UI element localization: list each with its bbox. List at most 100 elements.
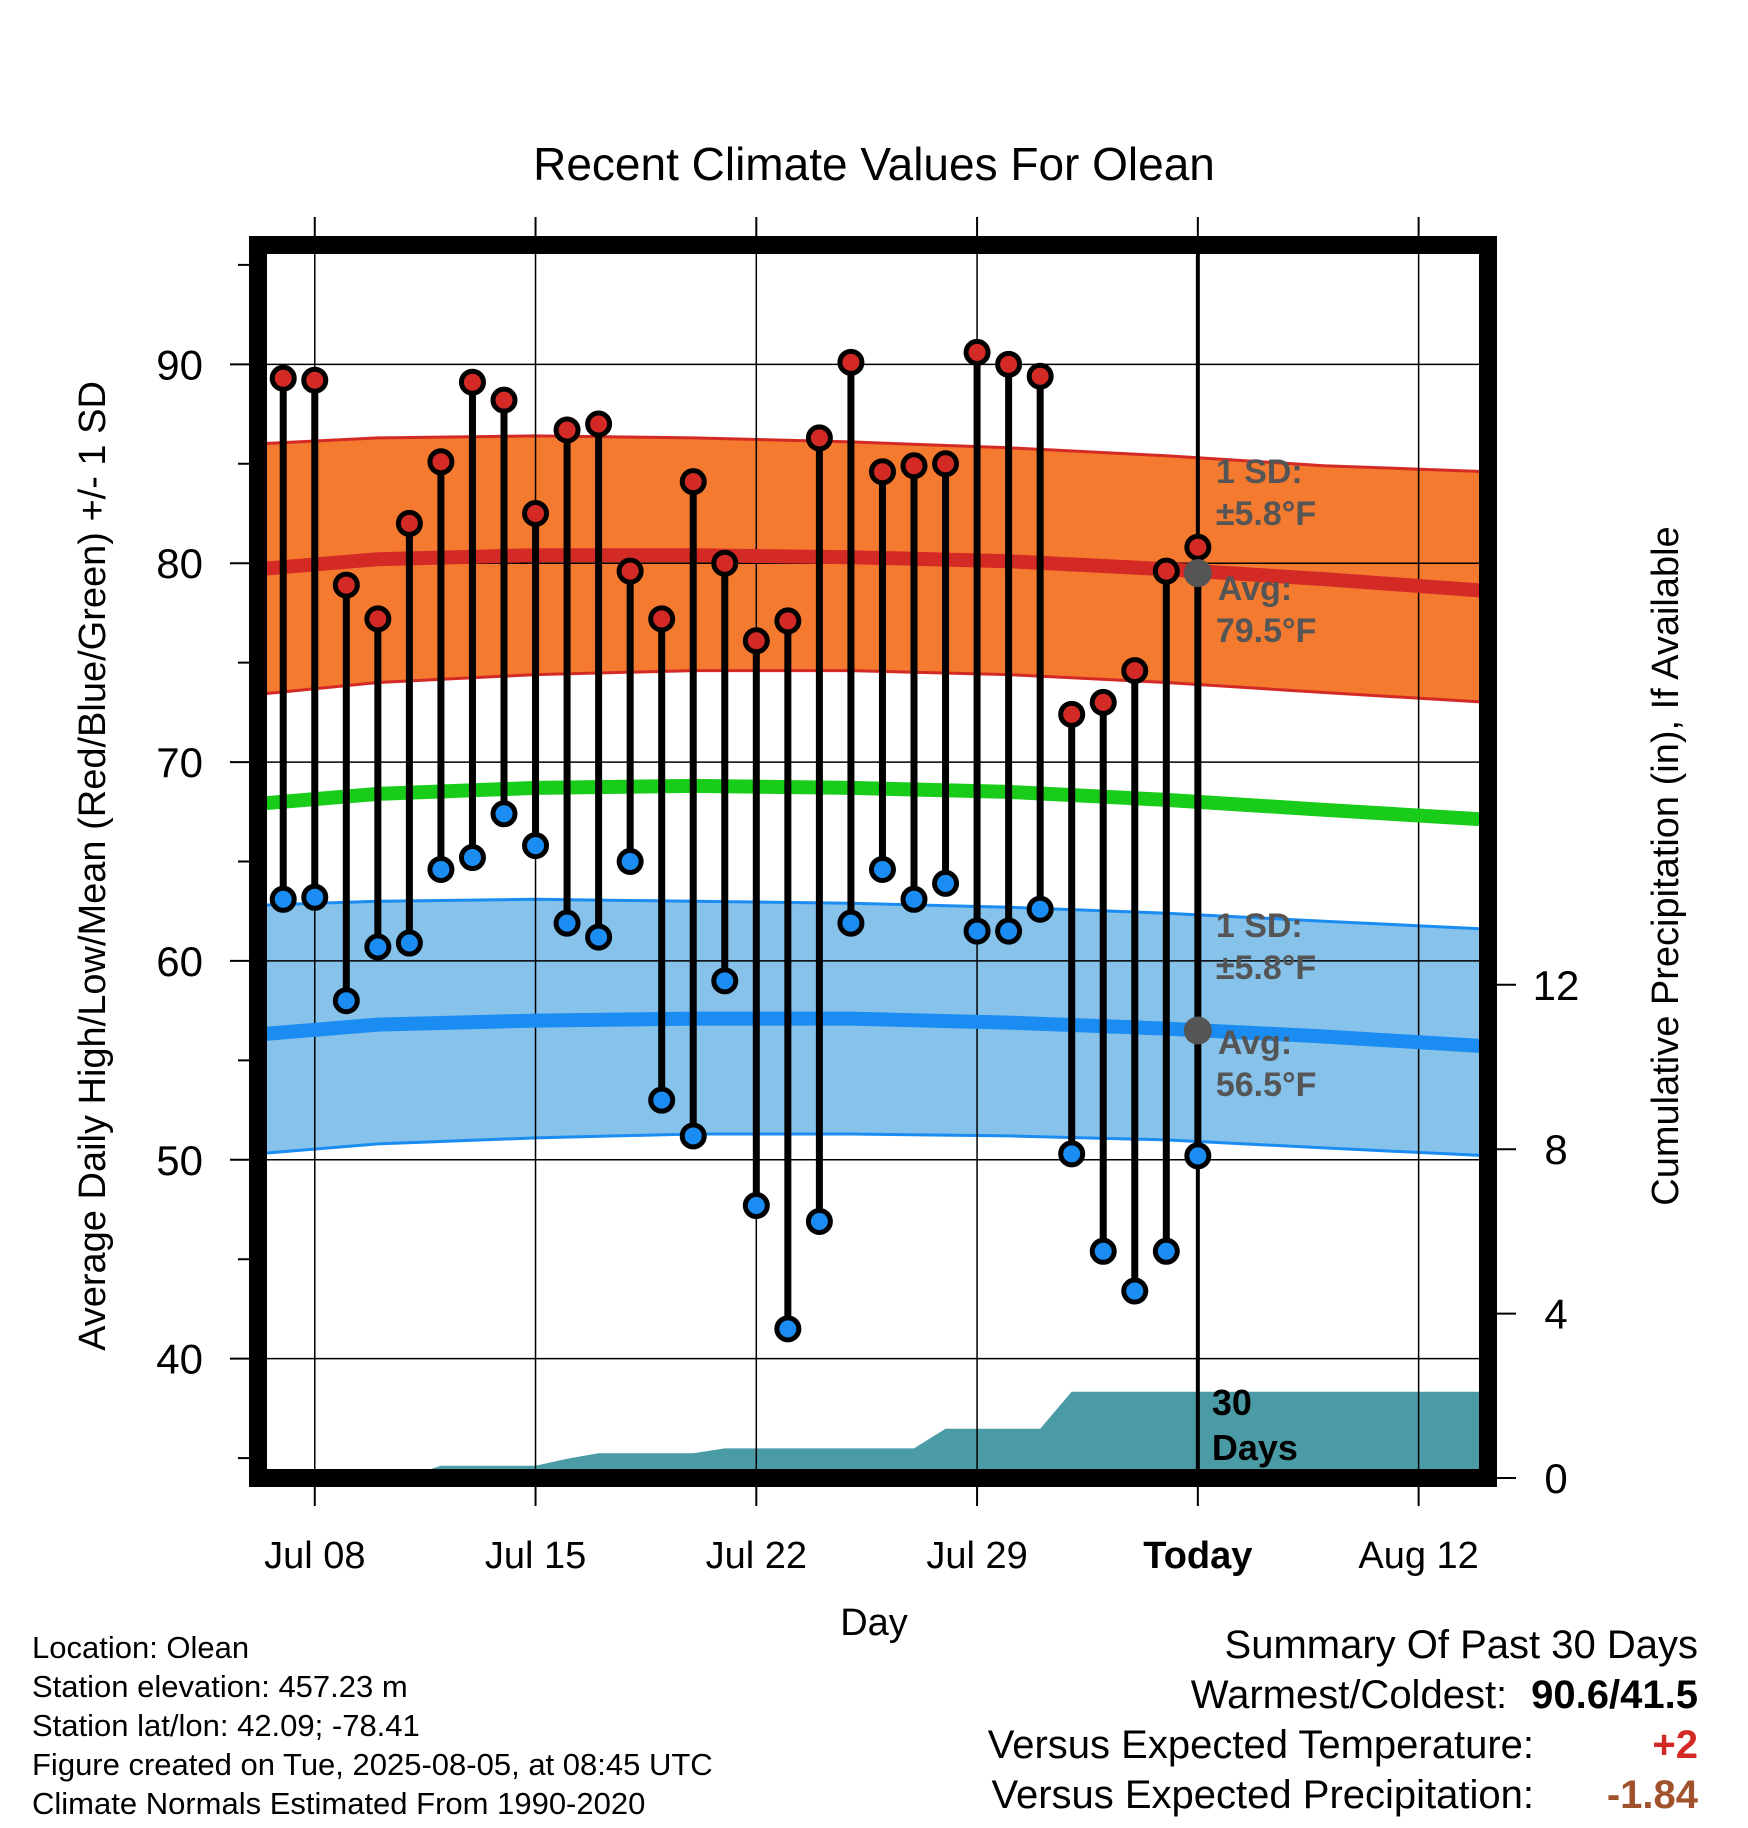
x-axis-label: Day (840, 1602, 908, 1644)
daily-high-point (711, 549, 739, 577)
summary-precip-row: Versus Expected Precipitation: -1.84 (988, 1770, 1698, 1820)
temp-value: +2 (1652, 1723, 1698, 1767)
daily-high-point (774, 607, 802, 635)
y2-tick-label: 12 (1533, 962, 1580, 1009)
y-tick-label: 70 (156, 739, 203, 786)
warmest-value: 90.6/41.5 (1531, 1673, 1698, 1717)
precip-label: Versus Expected Precipitation: (991, 1773, 1534, 1817)
daily-high-point (585, 410, 613, 438)
y-tick-label: 90 (156, 341, 203, 388)
daily-high-point (364, 605, 392, 633)
elevation-text: Station elevation: 457.23 m (32, 1669, 408, 1704)
daily-low-point (522, 832, 550, 860)
daily-high-point (932, 450, 960, 478)
daily-low-point (995, 917, 1023, 945)
low-sd-label: 1 SD: (1216, 907, 1303, 945)
chart-title: Recent Climate Values For Olean (533, 138, 1215, 190)
daily-high-point (1026, 362, 1054, 390)
daily-low-point (458, 844, 486, 872)
daily-high-point (868, 458, 896, 486)
daily-low-point (553, 909, 581, 937)
x-tick-label: Aug 12 (1358, 1535, 1478, 1577)
daily-high-point (1089, 688, 1117, 716)
daily-high-point (301, 366, 329, 394)
daily-low-point (932, 869, 960, 897)
daily-low-point (364, 933, 392, 961)
summary-heading: Summary Of Past 30 Days (1224, 1623, 1698, 1667)
daily-low-point (1026, 895, 1054, 923)
today-low-avg-marker (1183, 1016, 1212, 1045)
daily-low-point (900, 885, 928, 913)
daily-low-point (301, 883, 329, 911)
daily-low-point (648, 1086, 676, 1114)
y2-tick-label: 8 (1544, 1126, 1567, 1173)
daily-low-point (868, 855, 896, 883)
x-tick-label: Jul 08 (264, 1535, 365, 1577)
daily-high-point (1184, 533, 1212, 561)
summary-warmest-row: Warmest/Coldest: 90.6/41.5 (988, 1670, 1698, 1720)
precip-area (258, 1391, 1488, 1478)
daily-high-point (553, 416, 581, 444)
low-avg-label: Avg: (1218, 1024, 1292, 1062)
high-sd-value: ±5.8°F (1216, 495, 1316, 533)
daily-low-point (1058, 1140, 1086, 1168)
low-sd-value: ±5.8°F (1216, 949, 1316, 987)
y-tick-label: 60 (156, 938, 203, 985)
y-tick-label: 50 (156, 1137, 203, 1184)
y-axis-label: Average Daily High/Low/Mean (Red/Blue/Gr… (72, 381, 114, 1351)
x-tick-label: Jul 15 (485, 1535, 586, 1577)
daily-low-point (427, 855, 455, 883)
y-tick-label: 80 (156, 540, 203, 587)
daily-low-point (1184, 1142, 1212, 1170)
temp-label: Versus Expected Temperature: (987, 1723, 1534, 1767)
station-info: Location: Olean Station elevation: 457.2… (32, 1628, 713, 1823)
y2-axis-label: Cumulative Precipitation (in), If Availa… (1645, 526, 1687, 1205)
daily-high-point (616, 557, 644, 585)
y-tick-label: 40 (156, 1336, 203, 1383)
low-sd-lower-edge (257, 1132, 1489, 1158)
daily-low-point (332, 987, 360, 1015)
daily-low-point (774, 1315, 802, 1343)
normals-text: Climate Normals Estimated From 1990-2020 (32, 1786, 646, 1821)
y2-tick-label: 0 (1544, 1455, 1567, 1502)
daily-low-point (679, 1122, 707, 1150)
high-sd-label: 1 SD: (1216, 453, 1303, 491)
daily-high-point (648, 605, 676, 633)
y2-tick-label: 4 (1544, 1291, 1567, 1338)
daily-high-point (395, 509, 423, 537)
normal-low-line (257, 1011, 1489, 1054)
today-high-avg-marker (1183, 559, 1212, 588)
daily-high-point (963, 338, 991, 366)
daily-low-point (585, 923, 613, 951)
daily-high-point (679, 468, 707, 496)
summary-temp-row: Versus Expected Temperature: +2 (988, 1720, 1698, 1770)
warmest-label: Warmest/Coldest: (1190, 1673, 1508, 1717)
x-tick-label: Jul 29 (926, 1535, 1027, 1577)
period-unit: Days (1212, 1427, 1298, 1468)
daily-high-point (490, 386, 518, 414)
daily-low-point (837, 909, 865, 937)
daily-low-point (1152, 1237, 1180, 1265)
precip-value: -1.84 (1606, 1773, 1698, 1817)
daily-low-point (395, 929, 423, 957)
created-text: Figure created on Tue, 2025-08-05, at 08… (32, 1747, 713, 1782)
daily-low-point (616, 848, 644, 875)
x-tick-label: Jul 22 (706, 1535, 807, 1577)
daily-low-point (711, 967, 739, 995)
daily-low-point (490, 800, 518, 828)
high-avg-value: 79.5°F (1216, 612, 1317, 650)
daily-high-point (742, 627, 770, 655)
daily-high-point (332, 571, 360, 599)
daily-low-point (1089, 1237, 1117, 1265)
period-count: 30 (1212, 1382, 1252, 1423)
daily-high-point (805, 424, 833, 452)
daily-high-point (1152, 557, 1180, 585)
summary-panel: Summary Of Past 30 Days Warmest/Coldest:… (988, 1620, 1698, 1820)
daily-low-point (742, 1192, 770, 1220)
latlon-text: Station lat/lon: 42.09; -78.41 (32, 1708, 420, 1743)
daily-high-point (427, 448, 455, 476)
daily-low-point (805, 1207, 833, 1235)
high-avg-label: Avg: (1218, 570, 1292, 608)
daily-high-point (995, 350, 1023, 378)
